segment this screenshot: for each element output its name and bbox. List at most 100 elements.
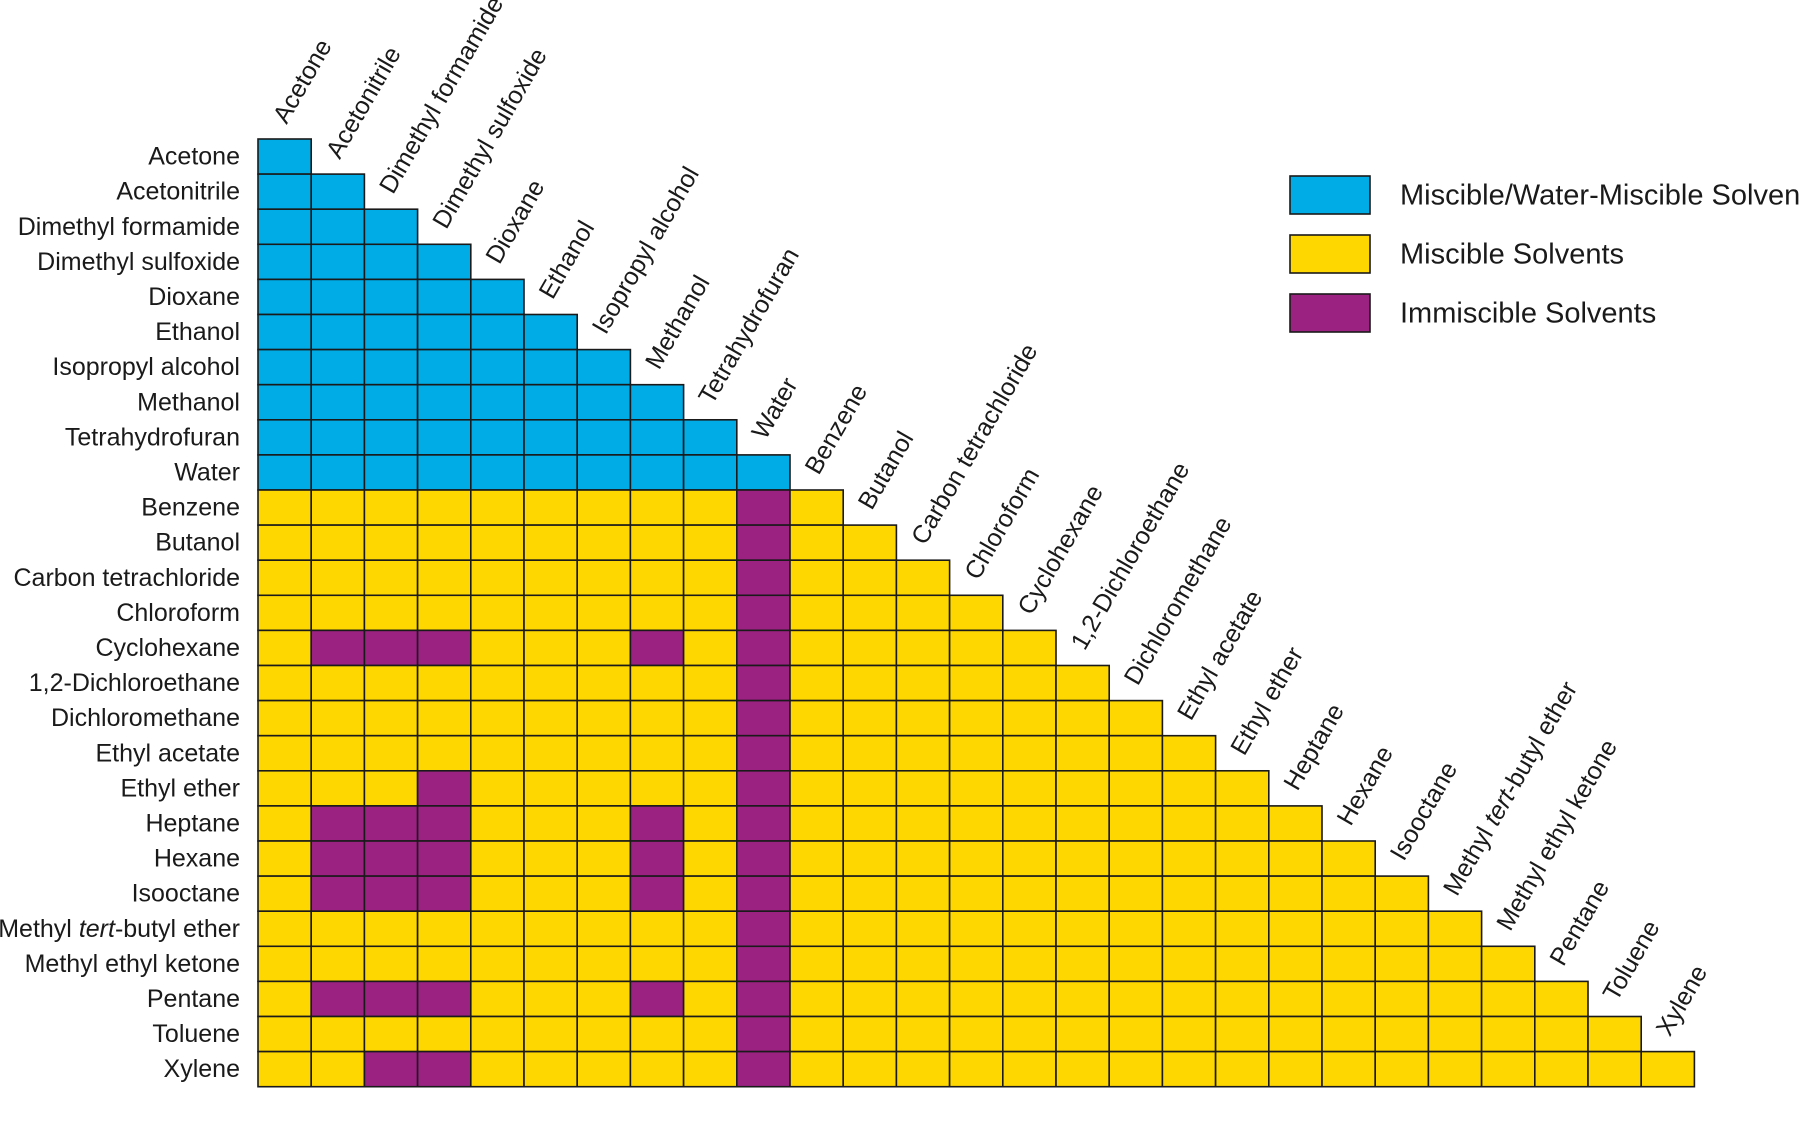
cell-pentane-x-acetone [257,980,313,1018]
cell-toluene-x-pentane [1534,1015,1589,1053]
cell-carbon-tetrachloride-x-dimethyl-formamide [363,559,419,597]
row-label-dimethyl-sulfoxide: Dimethyl sulfoxide [37,247,240,275]
column-label-toluene: Toluene [1598,916,1666,1006]
cell-tetrahydrofuran-x-tetrahydrofuran [682,418,738,456]
cell-ethyl-ether-x-1-2-dichloroethane [1055,769,1111,807]
cell-heptane-x-heptane [1268,805,1323,842]
row-label-methanol: Methanol [137,388,240,416]
cell-pentane-x-tetrahydrofuran [682,980,738,1018]
cell-ethyl-ether-x-ethanol [523,769,579,807]
cell-toluene-x-cyclohexane [1001,1015,1057,1053]
cell-isooctane-x-tetrahydrofuran [682,875,738,912]
cell-isooctane-x-dichloromethane [1108,875,1164,912]
cell-cyclohexane-x-ethanol [523,629,579,667]
cell-dichloromethane-x-acetone [257,699,313,737]
legend-swatch-miscible-water-miscible-solvents [1289,175,1371,215]
cell-isooctane-x-hexane [1321,875,1377,912]
cell-dimethyl-formamide-x-acetonitrile [310,208,366,246]
cell-isopropyl-alcohol-x-dioxane [469,348,525,386]
row-label-isooctane: Isooctane [132,879,240,907]
cell-butanol-x-methanol [629,524,685,561]
cell-ethyl-ether-x-dichloromethane [1108,769,1164,807]
cell-dichloromethane-x-dioxane [469,699,525,737]
cell-chloroform-x-ethanol [523,594,579,632]
cell-toluene-x-ethyl-ether [1214,1015,1270,1053]
cell-pentane-x-methyl-tert-butyl-ether [1427,980,1483,1018]
cell-xylene-x-toluene [1587,1050,1643,1088]
cell-dioxane-x-acetone [257,278,313,316]
cell-isooctane-x-water [735,875,791,912]
cell-methanol-x-isopropyl-alcohol [576,383,632,421]
cell-1-2-dichloroethane-x-1-2-dichloroethane [1055,664,1111,702]
column-label-acetonitrile: Acetonitrile [321,42,407,163]
cell-heptane-x-dimethyl-formamide [363,805,419,842]
cell-methanol-x-acetone [257,383,313,421]
cell-xylene-x-methanol [629,1050,685,1088]
column-label-methanol: Methanol [640,271,716,374]
cell-methyl-tert-butyl-ether-x-dichloromethane [1108,910,1164,948]
cell-methyl-ethyl-ketone-x-tetrahydrofuran [682,945,738,983]
cell-ethyl-ether-x-acetonitrile [310,769,366,807]
cell-pentane-x-isooctane [1374,980,1430,1018]
cell-pentane-x-methanol [629,980,685,1018]
cell-ethyl-acetate-x-ethanol [523,734,579,772]
cell-chloroform-x-isopropyl-alcohol [576,594,632,632]
cell-water-x-tetrahydrofuran [682,454,738,491]
cell-methyl-tert-butyl-ether-x-dimethyl-sulfoxide [416,910,472,948]
cell-methyl-tert-butyl-ether-x-isooctane [1374,910,1430,948]
cell-water-x-isopropyl-alcohol [576,454,632,491]
legend-swatch-immiscible-solvents [1289,293,1371,333]
cell-dichloromethane-x-dimethyl-formamide [363,699,419,737]
cell-dichloromethane-x-1-2-dichloroethane [1055,699,1111,737]
cell-heptane-x-benzene [789,805,845,842]
cell-methyl-tert-butyl-ether-x-heptane [1268,910,1323,948]
cell-1-2-dichloroethane-x-tetrahydrofuran [682,664,738,702]
cell-isooctane-x-methanol [629,875,685,912]
cell-dichloromethane-x-cyclohexane [1001,699,1057,737]
cell-pentane-x-1-2-dichloroethane [1055,980,1111,1018]
cell-isooctane-x-dimethyl-formamide [363,875,419,912]
cell-isooctane-x-butanol [842,875,898,912]
cell-dichloromethane-x-dichloromethane [1108,699,1164,737]
cell-xylene-x-water [735,1050,791,1088]
cell-ethyl-acetate-x-carbon-tetrachloride [895,734,951,772]
column-label-pentane: Pentane [1544,876,1615,971]
cell-ethyl-acetate-x-butanol [842,734,898,772]
cell-butanol-x-isopropyl-alcohol [576,524,632,561]
cell-pentane-x-benzene [789,980,845,1018]
cell-carbon-tetrachloride-x-carbon-tetrachloride [895,559,951,597]
cell-cyclohexane-x-dioxane [469,629,525,667]
cell-toluene-x-acetone [257,1015,313,1053]
cell-methyl-tert-butyl-ether-x-tetrahydrofuran [682,910,738,948]
cell-methyl-ethyl-ketone-x-water [735,945,791,983]
cell-xylene-x-dimethyl-formamide [363,1050,419,1088]
cell-heptane-x-dioxane [469,805,525,842]
cell-hexane-x-acetone [257,840,313,877]
cell-methyl-tert-butyl-ether-x-chloroform [948,910,1004,948]
legend-label-miscible-solvents: Miscible Solvents [1400,239,1624,271]
row-label-cyclohexane: Cyclohexane [95,634,240,662]
row-label-benzene: Benzene [141,493,240,521]
cell-pentane-x-dimethyl-formamide [363,980,419,1018]
cell-methyl-ethyl-ketone-x-methyl-tert-butyl-ether [1427,945,1483,983]
row-label-hexane: Hexane [154,844,240,872]
cell-xylene-x-hexane [1321,1050,1377,1088]
cell-methyl-ethyl-ketone-x-butanol [842,945,898,983]
cell-dimethyl-sulfoxide-x-dimethyl-sulfoxide [416,243,472,281]
cell-isooctane-x-isooctane [1374,875,1430,912]
cell-methyl-tert-butyl-ether-x-ethyl-acetate [1161,910,1217,948]
row-label-toluene: Toluene [152,1020,240,1048]
cell-chloroform-x-methanol [629,594,685,632]
cell-carbon-tetrachloride-x-benzene [789,559,845,597]
column-label-dioxane: Dioxane [480,175,550,268]
cell-chloroform-x-butanol [842,594,898,632]
cell-hexane-x-ethyl-ether [1214,840,1270,877]
cell-methanol-x-methanol [629,383,685,421]
row-label-dioxane: Dioxane [148,283,240,311]
cell-pentane-x-hexane [1321,980,1377,1018]
cell-chloroform-x-dimethyl-sulfoxide [416,594,472,632]
cell-isooctane-x-acetone [257,875,313,912]
cell-1-2-dichloroethane-x-isopropyl-alcohol [576,664,632,702]
cell-water-x-dimethyl-formamide [363,454,419,491]
cell-ethanol-x-ethanol [523,313,579,351]
